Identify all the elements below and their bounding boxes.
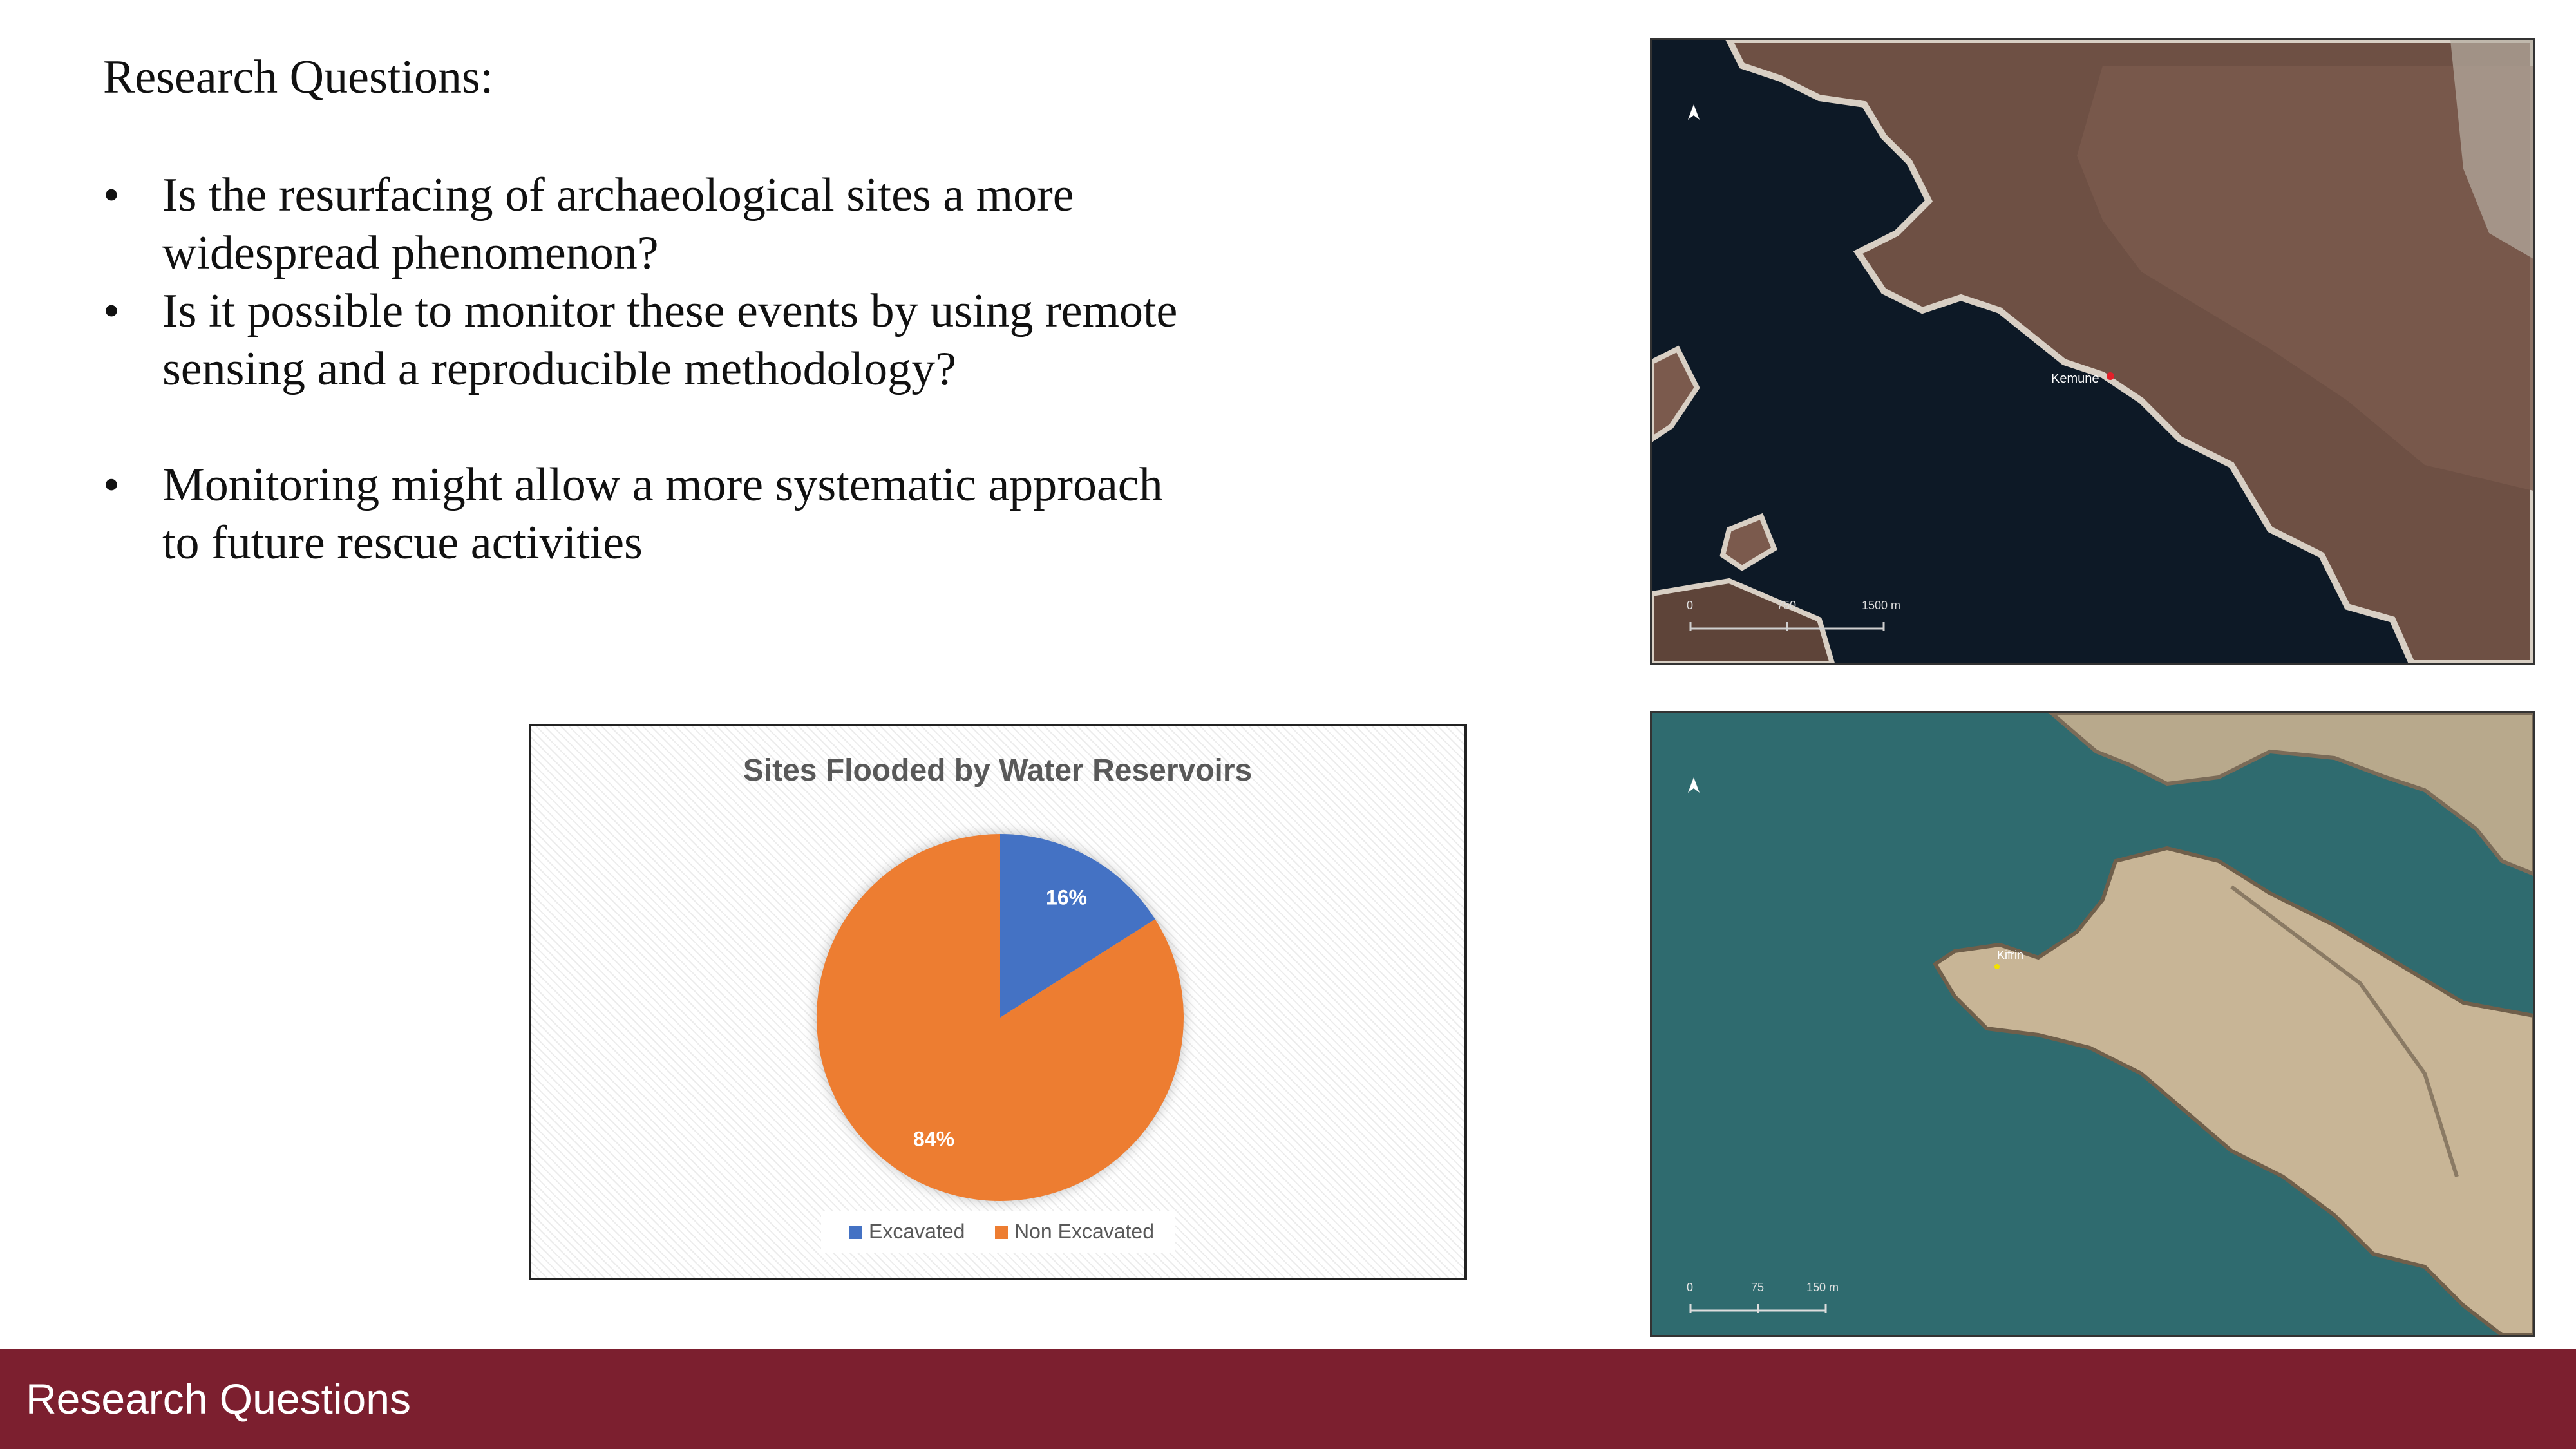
shore-south (1652, 578, 1835, 663)
pie-chart-canvas: Sites Flooded by Water Reservoirs 16% 84%… (743, 753, 1252, 1253)
ridge-line (2230, 885, 2459, 1177)
legend-swatch (849, 1226, 862, 1239)
chart-title: Sites Flooded by Water Reservoirs (743, 753, 1252, 788)
bullet-item: • Is the resurfacing of archaeological si… (103, 166, 1211, 282)
legend-label: Excavated (869, 1220, 965, 1243)
pie-data-label: 84% (913, 1127, 954, 1150)
scale-label: 0 (1687, 599, 1693, 612)
legend-label: Non Excavated (1014, 1220, 1154, 1243)
chart-legend: Excavated Non Excavated (849, 1220, 1154, 1243)
site-label: Kemune (2051, 372, 2099, 386)
pie-chart: Sites Flooded by Water Reservoirs 16% 84%… (529, 724, 1467, 1280)
slide-heading: Research Questions: (103, 51, 494, 104)
bullet-marker: • (103, 285, 120, 337)
land-fields (2077, 66, 2533, 491)
shore-west (1652, 345, 1700, 442)
map-kemune-canvas: Kemune 0 750 1500 m (1652, 40, 2533, 663)
legend-swatch (995, 1226, 1008, 1239)
pie-slice-non-excavated (817, 834, 1184, 1201)
satellite-map-kifrin: Kifrin 0 75 150 m (1650, 711, 2535, 1337)
island (1719, 513, 1777, 571)
site-marker (1994, 964, 2000, 969)
scale-label: 150 m (1806, 1281, 1839, 1294)
bullet-item: • Monitoring might allow a more systemati… (103, 456, 1211, 572)
scale-label: 750 (1777, 599, 1796, 612)
footer-bar: Research Questions (0, 1349, 2576, 1449)
bullet-item: • Is it possible to monitor these events … (103, 282, 1211, 398)
north-arrow-icon (1688, 777, 1700, 793)
scale-label: 1500 m (1862, 599, 1900, 612)
bullet-marker: • (103, 459, 120, 511)
bullet-text: Is the resurfacing of archaeological sit… (162, 169, 1074, 279)
peninsula (1932, 846, 2533, 1335)
settlement-area (2450, 40, 2533, 259)
bullet-list: • Is the resurfacing of archaeological si… (103, 166, 1211, 572)
scale-label: 75 (1751, 1281, 1764, 1294)
site-label: Kifrin (1997, 949, 2023, 961)
bullet-text: Is it possible to monitor these events b… (162, 285, 1178, 395)
pie-data-label: 16% (1046, 886, 1087, 909)
bullet-marker: • (103, 169, 120, 222)
north-arrow-icon (1688, 104, 1700, 120)
satellite-map-kemune: Kemune 0 750 1500 m (1650, 38, 2535, 665)
bullet-text: Monitoring might allow a more systematic… (162, 459, 1163, 569)
site-marker (2107, 372, 2114, 380)
scale-label: 0 (1687, 1281, 1693, 1294)
footer-title: Research Questions (26, 1375, 411, 1423)
pie-slice-excavated (1000, 834, 1155, 1018)
map-kifrin-canvas: Kifrin 0 75 150 m (1652, 713, 2533, 1335)
land-north (2048, 713, 2533, 876)
